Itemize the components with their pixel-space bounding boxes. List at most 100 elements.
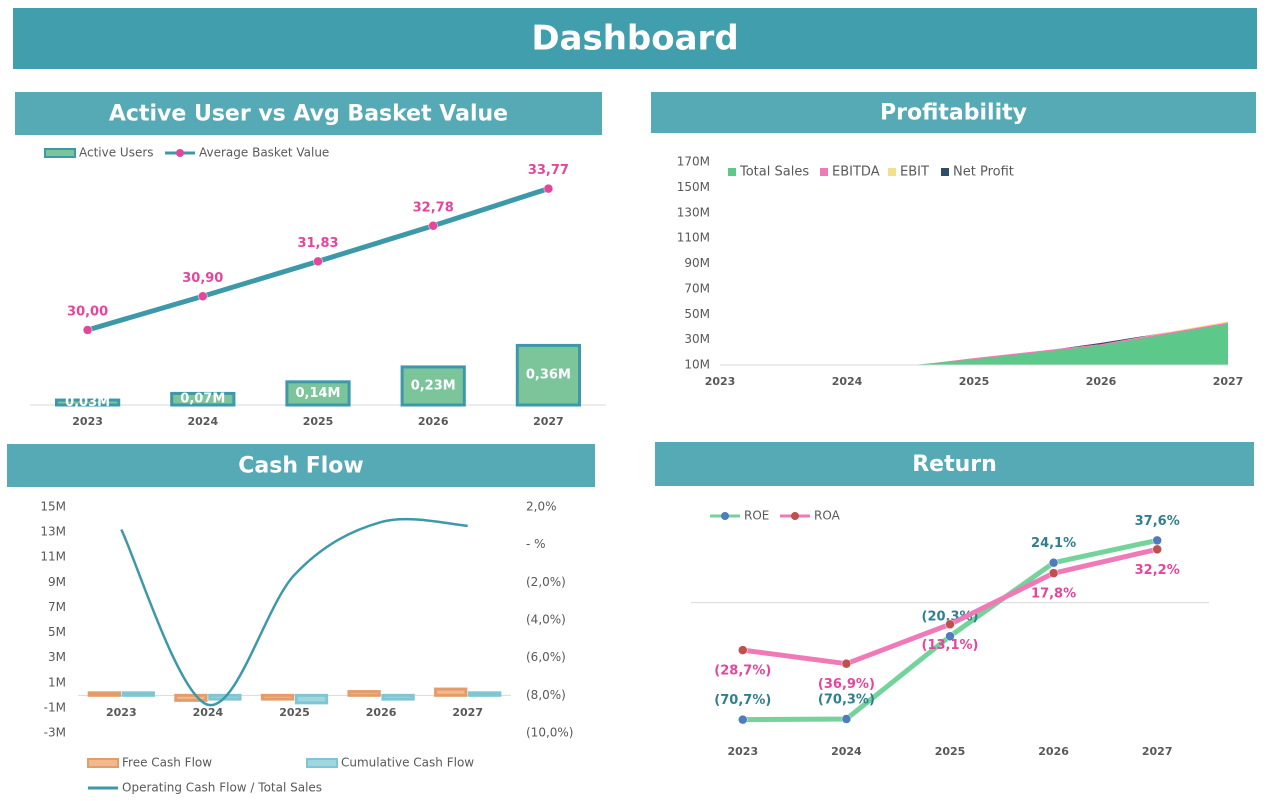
y-tick-label: 150M bbox=[677, 180, 710, 194]
data-label: 30,00 bbox=[67, 305, 108, 320]
x-tick-label: 2027 bbox=[452, 706, 483, 719]
data-label: 32,2% bbox=[1135, 563, 1180, 578]
x-tick-label: 2026 bbox=[418, 415, 449, 428]
data-label: (13,1%) bbox=[922, 638, 979, 653]
y-tick-label: 90M bbox=[684, 256, 710, 270]
bar bbox=[54, 398, 121, 407]
x-tick-label: 2025 bbox=[935, 745, 966, 758]
data-label: (70,3%) bbox=[818, 692, 875, 707]
marker bbox=[1152, 535, 1162, 546]
y2-tick-label: (6,0%) bbox=[526, 650, 566, 664]
panel-header bbox=[15, 92, 602, 135]
legend-label: Average Basket Value bbox=[199, 146, 329, 160]
x-tick-label: 2027 bbox=[1213, 375, 1244, 388]
legend-swatch bbox=[941, 168, 949, 176]
legend-marker bbox=[721, 512, 729, 520]
y-tick-label: 9M bbox=[48, 575, 66, 589]
bar bbox=[121, 691, 155, 697]
x-tick-label: 2025 bbox=[279, 706, 310, 719]
y-tick-label: 50M bbox=[684, 307, 710, 321]
area-series bbox=[911, 323, 1228, 365]
marker bbox=[313, 256, 323, 267]
legend-label: Cumulative Cash Flow bbox=[341, 756, 474, 770]
x-tick-label: 2025 bbox=[959, 375, 990, 388]
data-label: (20,3%) bbox=[922, 610, 979, 625]
data-label: (70,7%) bbox=[714, 693, 771, 708]
bar-label: 0,07M bbox=[180, 392, 225, 407]
y2-tick-label: (4,0%) bbox=[526, 613, 566, 627]
line-series bbox=[742, 537, 1158, 723]
line-series bbox=[120, 517, 468, 707]
x-tick-label: 2026 bbox=[366, 706, 397, 719]
bar-label: 0,03M bbox=[65, 395, 110, 410]
legend-swatch bbox=[888, 168, 896, 176]
bar bbox=[87, 691, 121, 697]
x-tick-label: 2023 bbox=[106, 706, 137, 719]
marker bbox=[841, 658, 852, 669]
marker bbox=[945, 619, 955, 630]
y-tick-label: 30M bbox=[684, 332, 710, 346]
x-tick-label: 2024 bbox=[187, 415, 218, 428]
x-tick-label: 2024 bbox=[832, 375, 863, 388]
y-tick-label: 3M bbox=[48, 650, 66, 664]
y2-tick-label: (2,0%) bbox=[526, 575, 566, 589]
legend-swatch bbox=[87, 758, 119, 768]
plot bbox=[911, 321, 1228, 365]
x-tick-label: 2024 bbox=[831, 745, 862, 758]
data-label: 31,83 bbox=[297, 236, 338, 251]
marker bbox=[198, 291, 208, 301]
legend-swatch bbox=[820, 168, 828, 176]
y2-tick-label: (10,0%) bbox=[526, 726, 573, 740]
panel-title: Profitability bbox=[880, 101, 1027, 126]
y-tick-label: 7M bbox=[48, 600, 66, 614]
y-tick-label: 13M bbox=[40, 525, 66, 539]
marker bbox=[945, 631, 955, 641]
y-tick-label: 110M bbox=[677, 231, 710, 245]
legend-label: EBITDA bbox=[832, 165, 880, 180]
data-label: (28,7%) bbox=[714, 664, 771, 679]
marker bbox=[543, 183, 554, 194]
x-tick-label: 2025 bbox=[303, 415, 334, 428]
bar bbox=[400, 365, 466, 407]
x-tick-label: 2027 bbox=[533, 415, 564, 428]
legend-swatch bbox=[44, 148, 76, 158]
y-tick-label: 5M bbox=[48, 625, 66, 639]
bar bbox=[515, 343, 582, 407]
legend-label: Net Profit bbox=[953, 165, 1014, 180]
bar bbox=[170, 391, 236, 407]
marker bbox=[1048, 568, 1059, 578]
x-tick-label: 2027 bbox=[1142, 745, 1173, 758]
bar-label: 0,36M bbox=[526, 368, 571, 383]
x-tick-label: 2026 bbox=[1038, 745, 1069, 758]
y-tick-label: 10M bbox=[684, 358, 710, 372]
marker bbox=[738, 714, 748, 725]
legend-label: Free Cash Flow bbox=[122, 756, 212, 770]
legend-label: EBIT bbox=[900, 165, 929, 180]
bar-label: 0,14M bbox=[295, 386, 340, 401]
x-tick-label: 2026 bbox=[1086, 375, 1117, 388]
y-tick-label: 15M bbox=[40, 500, 66, 514]
data-label: 32,78 bbox=[413, 200, 454, 215]
bar bbox=[347, 690, 381, 697]
legend-marker bbox=[791, 512, 799, 520]
legend-marker bbox=[176, 149, 184, 157]
bar bbox=[174, 693, 208, 702]
data-label: 24,1% bbox=[1031, 536, 1076, 551]
marker bbox=[428, 221, 438, 231]
legend-label: ROE bbox=[744, 509, 769, 523]
panel-title: Return bbox=[912, 452, 997, 477]
data-label: 37,6% bbox=[1135, 514, 1180, 529]
marker bbox=[1048, 557, 1059, 568]
legend-swatch bbox=[728, 168, 736, 176]
y-tick-label: 130M bbox=[677, 205, 710, 219]
panel-header bbox=[651, 92, 1256, 133]
legend-label: Total Sales bbox=[739, 165, 809, 180]
main-header bbox=[13, 8, 1257, 69]
marker bbox=[1152, 544, 1162, 555]
y-tick-label: 70M bbox=[684, 281, 710, 295]
x-tick-label: 2024 bbox=[193, 706, 224, 719]
y-tick-label: 1M bbox=[48, 675, 66, 689]
bar bbox=[260, 693, 295, 701]
panel-header bbox=[655, 442, 1254, 486]
